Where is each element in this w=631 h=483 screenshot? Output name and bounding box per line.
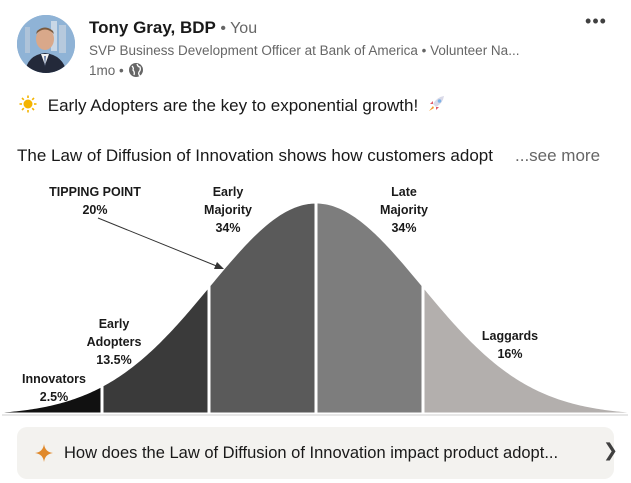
author-relation: • You bbox=[220, 20, 258, 37]
label-innovators-1: 2.5% bbox=[40, 390, 69, 404]
post-meta: 1mo • bbox=[89, 62, 144, 78]
label-laggards-0: Laggards bbox=[482, 329, 538, 343]
label-early-adopters-2: 13.5% bbox=[96, 353, 131, 367]
author-name-text[interactable]: Tony Gray, BDP bbox=[89, 18, 216, 37]
segment-late-majority bbox=[314, 200, 425, 416]
sparkle-icon bbox=[35, 444, 53, 462]
author-avatar[interactable] bbox=[17, 15, 75, 73]
segment-early-adopters bbox=[100, 281, 211, 416]
sun-icon bbox=[19, 95, 42, 115]
label-tipping-point-1: 20% bbox=[82, 203, 107, 217]
chevron-right-icon[interactable]: ❯ bbox=[603, 440, 619, 460]
post-menu-button[interactable]: ••• bbox=[585, 10, 607, 31]
segment-innovators bbox=[0, 382, 104, 416]
label-late-majority-0: Late bbox=[391, 185, 417, 199]
label-late-majority-2: 34% bbox=[391, 221, 416, 235]
ai-question-prompt[interactable]: How does the Law of Diffusion of Innovat… bbox=[17, 427, 618, 479]
see-more-link[interactable]: ...see more bbox=[515, 146, 601, 165]
label-early-majority-2: 34% bbox=[215, 221, 240, 235]
label-laggards-1: 16% bbox=[497, 347, 522, 361]
author-headline: SVP Business Development Officer at Bank… bbox=[89, 43, 520, 58]
tipping-point-arrowhead bbox=[214, 262, 224, 269]
tipping-point-arrow bbox=[97, 217, 220, 268]
post-time: 1mo • bbox=[89, 62, 124, 78]
rocket-icon bbox=[423, 96, 447, 115]
post-text-line-1: Early Adopters are the key to exponentia… bbox=[19, 95, 447, 116]
label-early-adopters-1: Adopters bbox=[87, 335, 142, 349]
globe-icon bbox=[128, 62, 144, 78]
label-tipping-point-0: TIPPING POINT bbox=[49, 185, 141, 199]
label-late-majority-1: Majority bbox=[380, 203, 428, 217]
author-name[interactable]: Tony Gray, BDP • You bbox=[89, 18, 257, 38]
question-text[interactable]: How does the Law of Diffusion of Innovat… bbox=[64, 444, 559, 462]
post-line-1-text: Early Adopters are the key to exponentia… bbox=[47, 96, 419, 115]
diffusion-chart[interactable]: Innovators 2.5% Early Adopters 13.5% Early Maj… bbox=[0, 178, 631, 420]
label-early-majority-0: Early bbox=[213, 185, 244, 199]
post-text-line-2: The Law of Diffusion of Innovation shows… bbox=[17, 146, 493, 165]
label-early-majority-1: Majority bbox=[204, 203, 252, 217]
segment-early-majority bbox=[207, 200, 318, 416]
label-early-adopters-0: Early bbox=[99, 317, 130, 331]
label-innovators-0: Innovators bbox=[22, 372, 86, 386]
segment-laggards bbox=[421, 281, 630, 416]
